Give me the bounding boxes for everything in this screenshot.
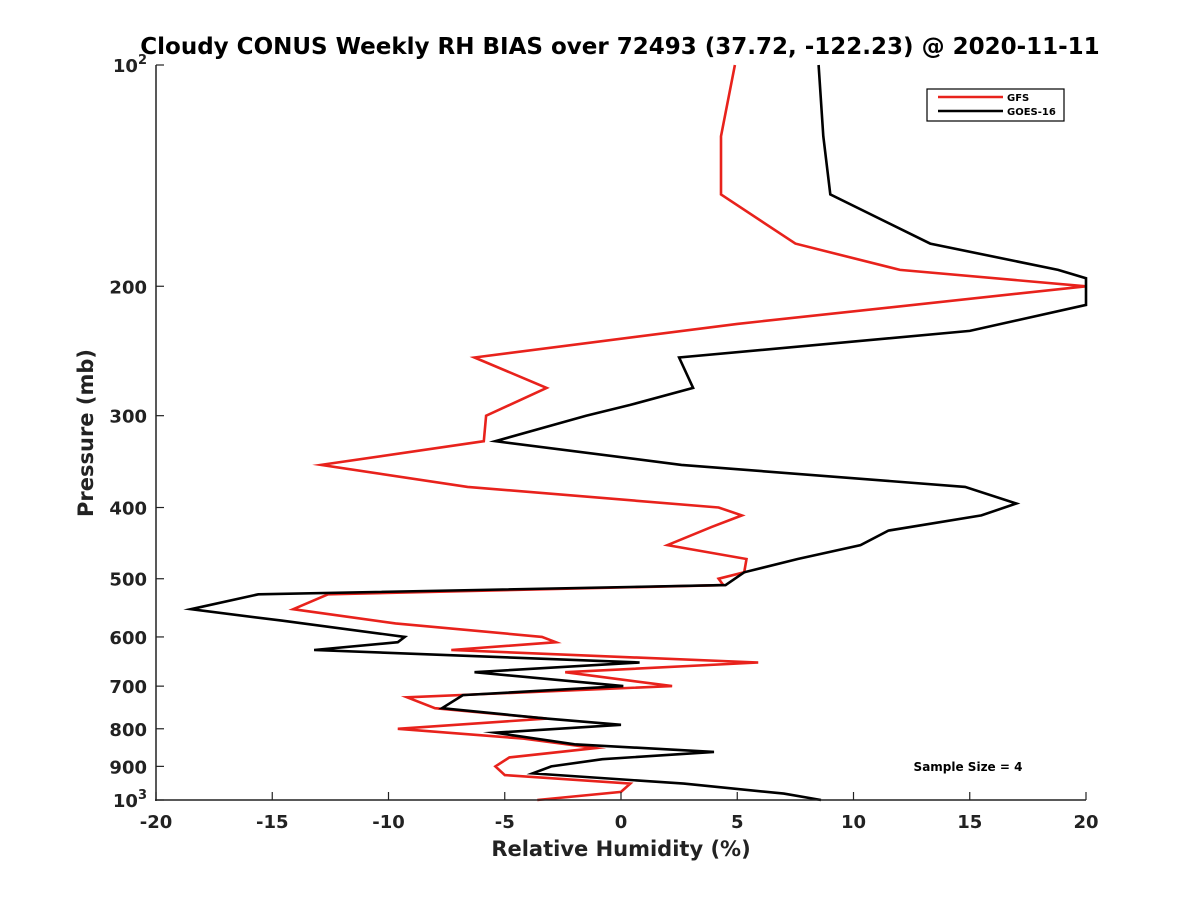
axes: -20 -15 -10 -5 0 5 10 15 20 102 200 300 400 500 600 700… [109, 53, 1098, 833]
y-tick-label: 200 [109, 277, 147, 298]
x-tick-label: 15 [957, 812, 982, 833]
series-line-2 [183, 64, 1088, 802]
plot-background [156, 65, 1086, 800]
sample-size-annotation: Sample Size = 4 [914, 760, 1023, 774]
y-tick-label: 800 [109, 720, 147, 741]
y-tick-label: 600 [109, 628, 147, 649]
chart-title: Cloudy CONUS Weekly RH BIAS over 72493 (… [140, 34, 1099, 60]
y-tick-label: 500 [109, 570, 147, 591]
y-tick-label: 400 [109, 499, 147, 520]
y-tick-label: 103 [113, 788, 147, 812]
x-tick-label: 5 [731, 812, 744, 833]
legend-entry: GFS [1007, 93, 1029, 104]
legend-box [926, 88, 1065, 122]
x-tick-label: 10 [841, 812, 866, 833]
x-axis-label: Relative Humidity (%) [491, 837, 750, 861]
x-tick-label: -10 [372, 812, 405, 833]
legend: GFS GOES-16 [926, 88, 1065, 122]
legend-entry: GOES-16 [1007, 107, 1056, 118]
x-tick-label: 20 [1073, 812, 1098, 833]
x-tick-label: -20 [140, 812, 173, 833]
x-tick-label: 0 [615, 812, 628, 833]
y-tick-label: 900 [109, 757, 147, 778]
x-tick-label: -5 [495, 812, 515, 833]
y-tick-label: 300 [109, 407, 147, 428]
series-layer [183, 64, 1088, 802]
x-tick-label: -15 [256, 812, 289, 833]
y-axis-label: Pressure (mb) [74, 349, 98, 517]
plot-area [156, 65, 1086, 800]
y-tick-label: 700 [109, 677, 147, 698]
y-tick-label: 102 [113, 53, 147, 77]
